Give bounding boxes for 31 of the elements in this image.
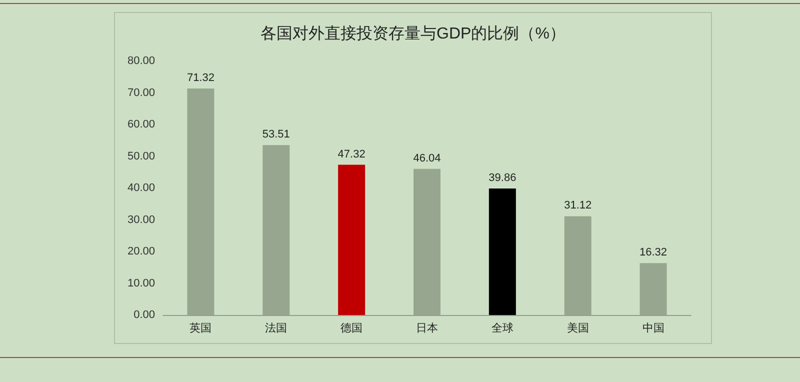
data-label: 46.04 bbox=[413, 152, 441, 164]
bar bbox=[187, 88, 214, 315]
bar bbox=[262, 145, 290, 315]
data-label: 31.12 bbox=[564, 200, 592, 212]
bar bbox=[564, 216, 592, 315]
y-tick-label: 70.00 bbox=[127, 86, 155, 99]
y-tick-label: 10.00 bbox=[127, 277, 155, 290]
y-tick-label: 80.00 bbox=[127, 55, 155, 67]
bar bbox=[414, 168, 440, 315]
data-label: 71.32 bbox=[186, 72, 214, 84]
bar bbox=[488, 188, 516, 315]
x-tick-label: 日本 bbox=[416, 322, 438, 334]
data-label: 16.32 bbox=[640, 246, 668, 259]
x-tick-label: 德国 bbox=[340, 322, 363, 334]
data-label: 39.86 bbox=[488, 172, 516, 184]
y-tick-label: 30.00 bbox=[127, 214, 155, 226]
x-tick-label: 法国 bbox=[265, 322, 288, 334]
y-tick-label: 0.00 bbox=[134, 309, 155, 321]
x-tick-label: 美国 bbox=[566, 322, 589, 334]
bar bbox=[640, 263, 667, 315]
data-label: 47.32 bbox=[338, 148, 366, 160]
chart-title: 各国对外直接投资存量与GDP的比例（%） bbox=[260, 24, 566, 42]
x-tick-label: 全球 bbox=[491, 322, 514, 334]
x-tick-label: 英国 bbox=[190, 322, 212, 334]
y-tick-label: 50.00 bbox=[127, 150, 155, 162]
y-tick-label: 60.00 bbox=[127, 118, 155, 130]
data-label: 53.51 bbox=[262, 128, 290, 141]
y-tick-label: 20.00 bbox=[127, 246, 155, 258]
bar bbox=[338, 164, 366, 315]
x-tick-label: 中国 bbox=[642, 322, 664, 334]
y-tick-label: 40.00 bbox=[127, 182, 155, 194]
